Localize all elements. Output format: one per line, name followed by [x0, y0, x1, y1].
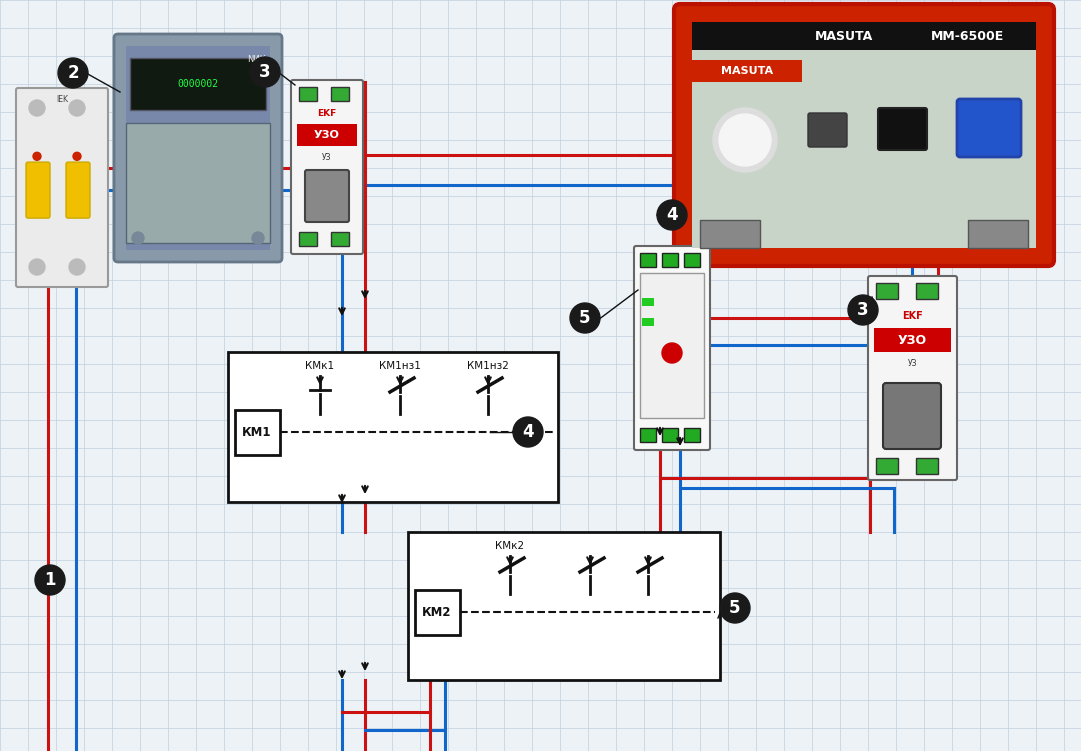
Text: NИК: NИК: [246, 56, 265, 65]
Bar: [415, 590, 461, 635]
Text: 3: 3: [857, 301, 869, 319]
Bar: [299, 87, 317, 101]
FancyBboxPatch shape: [291, 80, 363, 254]
Text: IEK: IEK: [56, 95, 68, 104]
Bar: [408, 532, 720, 680]
Bar: [126, 46, 270, 250]
Bar: [642, 318, 654, 326]
Bar: [916, 283, 938, 299]
Bar: [331, 87, 349, 101]
Bar: [130, 58, 266, 110]
Text: 3: 3: [259, 63, 271, 81]
Circle shape: [250, 57, 280, 87]
Bar: [662, 428, 678, 442]
FancyBboxPatch shape: [883, 383, 940, 449]
Bar: [640, 273, 704, 418]
Text: 5: 5: [579, 309, 590, 327]
FancyBboxPatch shape: [66, 162, 90, 218]
Bar: [692, 60, 802, 82]
Circle shape: [657, 200, 688, 230]
Circle shape: [29, 259, 45, 275]
Circle shape: [719, 114, 771, 166]
FancyBboxPatch shape: [957, 99, 1020, 157]
Bar: [640, 253, 656, 267]
Circle shape: [252, 232, 264, 244]
Text: MASUTA: MASUTA: [815, 29, 873, 43]
Circle shape: [69, 259, 85, 275]
Bar: [228, 352, 558, 502]
FancyBboxPatch shape: [305, 170, 349, 222]
Circle shape: [74, 152, 81, 160]
FancyBboxPatch shape: [16, 88, 108, 287]
Circle shape: [513, 417, 543, 447]
Circle shape: [713, 108, 777, 172]
Text: MM-6500E: MM-6500E: [932, 29, 1004, 43]
Bar: [126, 123, 270, 243]
Text: УЗО: УЗО: [898, 333, 927, 346]
Text: EKF: EKF: [903, 311, 923, 321]
FancyBboxPatch shape: [26, 162, 50, 218]
Circle shape: [29, 100, 45, 116]
Bar: [692, 22, 1036, 248]
Circle shape: [662, 343, 682, 363]
Text: КМк2: КМк2: [495, 541, 524, 551]
FancyBboxPatch shape: [114, 34, 282, 262]
Circle shape: [58, 58, 88, 88]
Bar: [662, 253, 678, 267]
Text: 4: 4: [522, 423, 534, 441]
Text: КМ1нз1: КМ1нз1: [379, 361, 421, 371]
FancyBboxPatch shape: [633, 246, 710, 450]
Bar: [700, 220, 760, 248]
Bar: [967, 220, 1028, 248]
Text: КМк1: КМк1: [306, 361, 334, 371]
Text: УЗ: УЗ: [908, 359, 918, 368]
Circle shape: [570, 303, 600, 333]
Circle shape: [848, 295, 878, 325]
Bar: [684, 428, 700, 442]
Text: 2: 2: [67, 64, 79, 82]
Text: EKF: EKF: [318, 110, 336, 119]
Bar: [876, 283, 898, 299]
Bar: [642, 298, 654, 306]
Text: 1: 1: [44, 571, 56, 589]
Text: КМ1нз2: КМ1нз2: [467, 361, 509, 371]
FancyBboxPatch shape: [878, 108, 927, 150]
Bar: [331, 232, 349, 246]
Text: КМ1: КМ1: [242, 426, 271, 439]
Circle shape: [34, 152, 41, 160]
Bar: [297, 124, 357, 146]
Circle shape: [35, 565, 65, 595]
FancyBboxPatch shape: [868, 276, 957, 480]
Bar: [916, 458, 938, 474]
Text: 0000002: 0000002: [177, 79, 218, 89]
FancyBboxPatch shape: [673, 4, 1054, 266]
Bar: [876, 458, 898, 474]
Bar: [299, 232, 317, 246]
Bar: [875, 328, 951, 352]
FancyBboxPatch shape: [808, 113, 848, 147]
Bar: [640, 428, 656, 442]
Bar: [692, 22, 1036, 50]
Text: УЗ: УЗ: [322, 152, 332, 161]
Bar: [235, 410, 280, 455]
Text: 4: 4: [666, 206, 678, 224]
Circle shape: [69, 100, 85, 116]
Text: 5: 5: [730, 599, 740, 617]
Text: КМ2: КМ2: [423, 605, 452, 619]
Text: УЗО: УЗО: [315, 130, 339, 140]
Bar: [684, 253, 700, 267]
Circle shape: [720, 593, 750, 623]
Circle shape: [132, 232, 144, 244]
Text: MASUTA: MASUTA: [721, 66, 773, 76]
